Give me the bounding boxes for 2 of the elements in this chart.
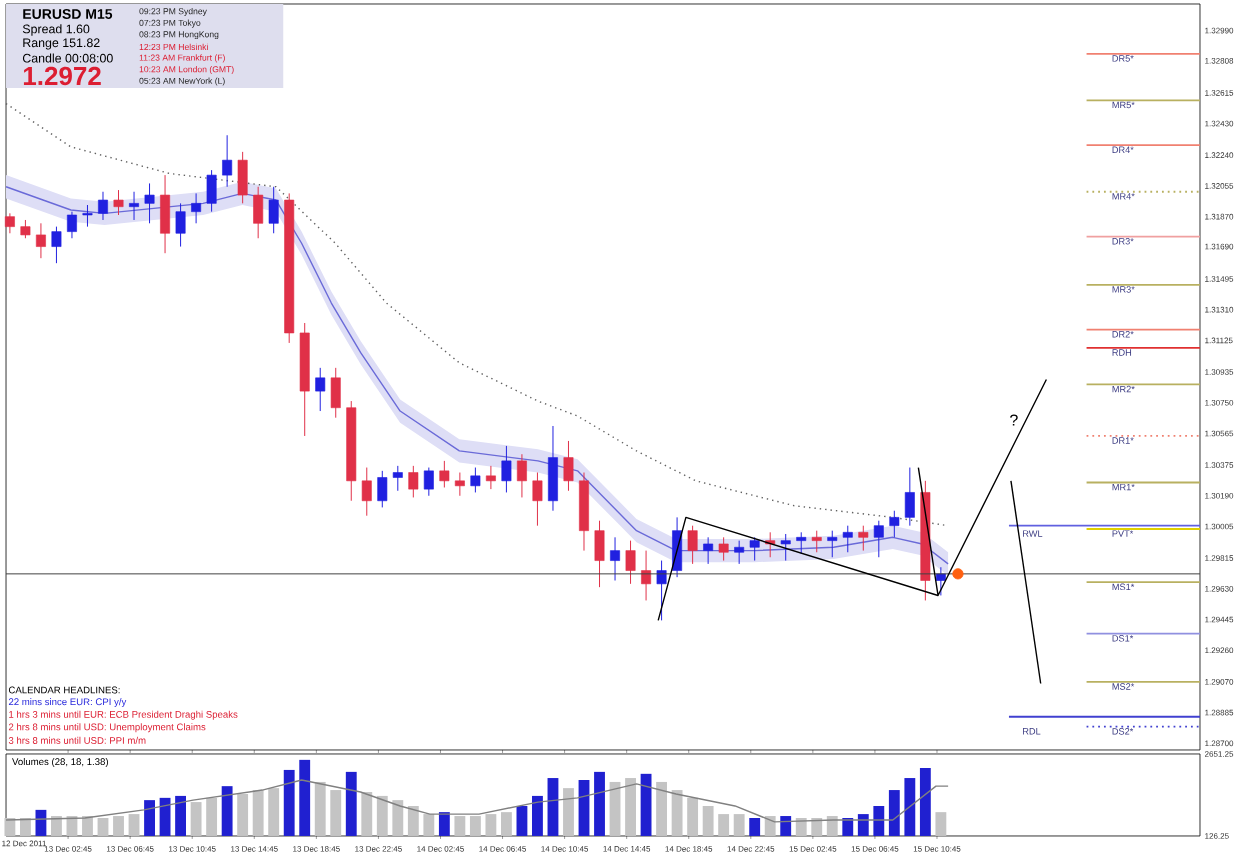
annotation: 1.2972 (23, 66, 101, 86)
annotation: ? (1010, 414, 1018, 426)
